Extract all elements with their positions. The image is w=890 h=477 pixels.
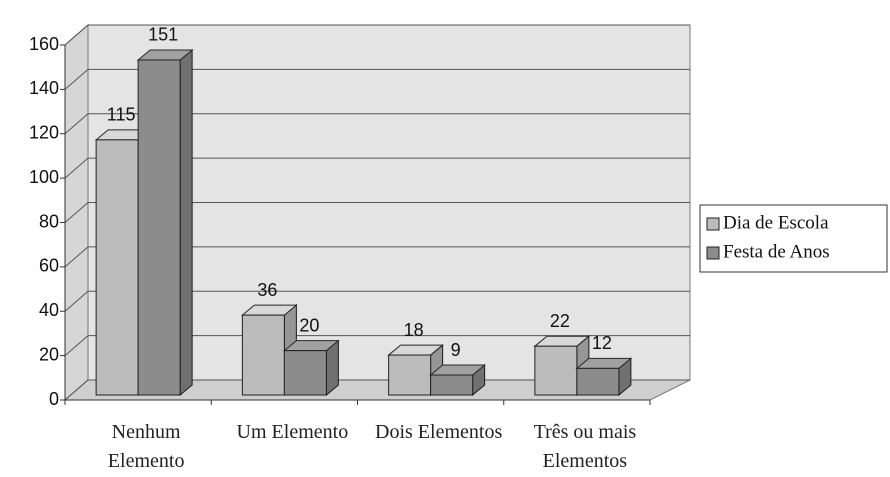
value-label: 115 [107,105,136,125]
y-tick-label: 140 [29,78,59,98]
grid-line [64,157,89,179]
grid-line [64,202,89,223]
bar-side [179,48,193,397]
bar [576,367,620,396]
grid-line [64,290,89,312]
legend-label: Dia de Escola [723,212,829,233]
x-tick-label: Nenhum Elemento [107,421,185,472]
bar [95,139,139,396]
y-tick-label: 160 [29,34,59,54]
bar [388,354,432,396]
x-tick-label: Um Elemento [236,421,349,443]
y-tick-label: 80 [39,211,59,231]
value-label: 36 [257,280,277,300]
legend-label: Festa de Anos [723,241,830,262]
bar [137,59,181,396]
value-label: 22 [550,311,570,331]
bar [241,314,285,396]
grid-line [64,335,89,357]
legend-swatch [706,246,720,260]
value-label: 151 [148,25,178,45]
y-tick-label: 60 [39,256,59,276]
grid-line [64,68,89,90]
x-tick-label: Três ou mais Elementos [533,421,637,472]
y-tick-label: 40 [39,300,59,320]
bar [534,345,578,396]
value-label: 20 [299,315,319,335]
y-tick-label: 120 [29,123,59,143]
value-label: 18 [404,320,424,340]
y-tick-label: 0 [49,389,59,409]
legend-swatch [706,217,720,231]
value-label: 12 [592,333,612,353]
y-tick-label: 20 [39,344,59,364]
y-tick-label: 100 [29,167,59,187]
grid-line [64,246,89,268]
bar [283,350,327,396]
grid-line [64,379,89,401]
value-label: 9 [451,340,461,360]
x-tick-label: Dois Elementos [375,421,503,443]
grid-line [64,113,89,135]
bar [430,374,474,396]
legend-box [699,204,888,273]
grid-line [64,24,89,46]
